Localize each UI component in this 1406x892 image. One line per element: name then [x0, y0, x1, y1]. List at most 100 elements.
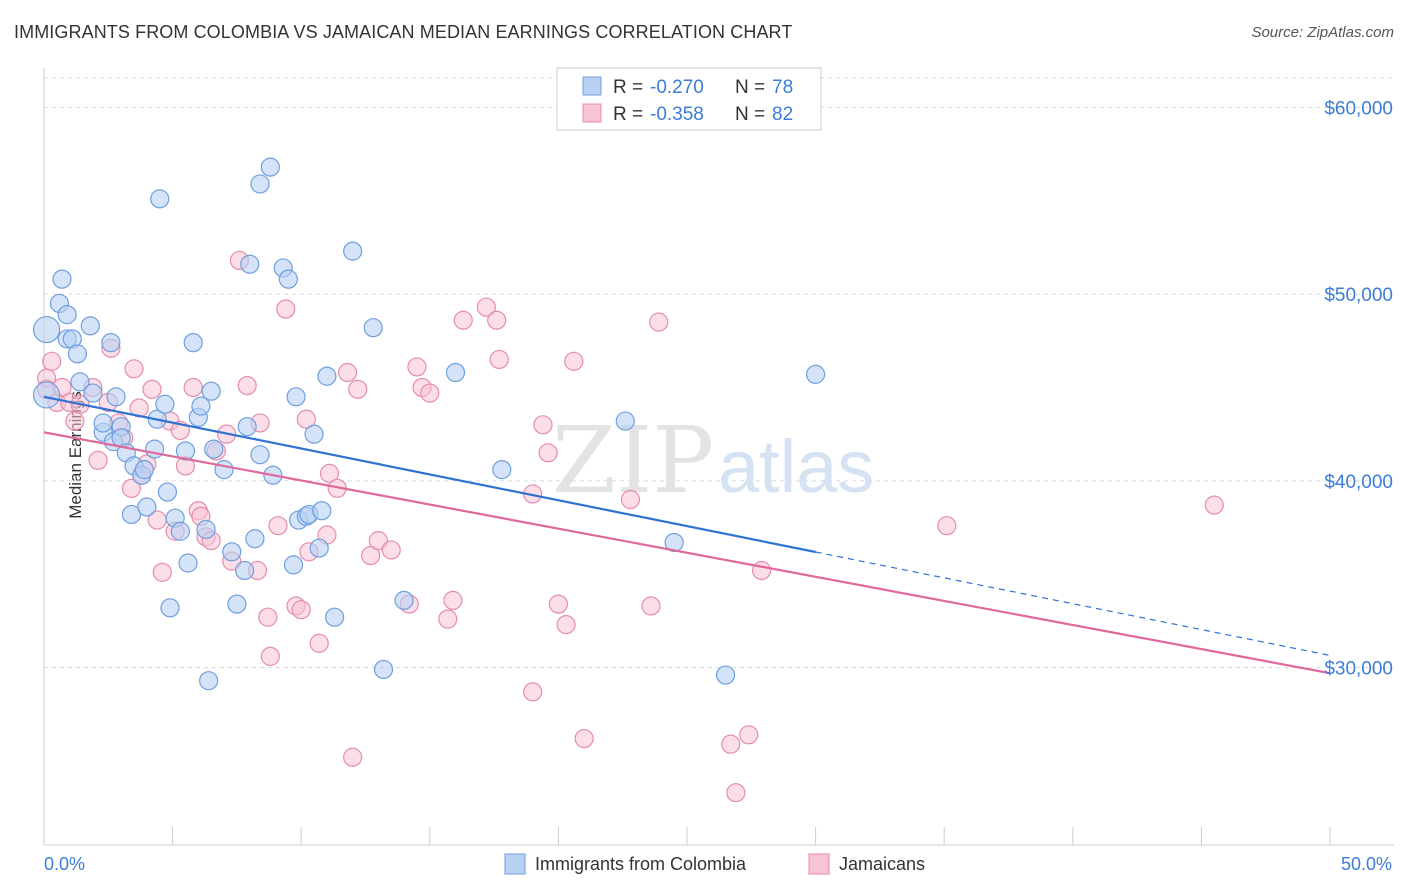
data-point-jamaicans [348, 379, 368, 399]
data-point-colombia [394, 590, 414, 610]
data-point-colombia [137, 497, 157, 517]
data-point-jamaicans [276, 299, 296, 319]
data-point-colombia [157, 482, 178, 502]
data-point-colombia [343, 241, 363, 261]
data-point-colombia [83, 383, 103, 403]
data-point-colombia [199, 671, 219, 691]
data-point-jamaicans [124, 359, 144, 379]
legend-n-label: N = [735, 104, 765, 125]
data-point-colombia [715, 665, 736, 685]
data-point-jamaicans [42, 351, 62, 371]
data-point-colombia [363, 318, 383, 338]
data-point-jamaicans [453, 310, 473, 330]
data-point-colombia [283, 555, 304, 575]
bottom-legend-label: Jamaicans [839, 854, 925, 874]
data-point-colombia [227, 594, 247, 614]
legend-r-value: -0.358 [650, 104, 704, 125]
y-tick-label: $60,000 [1324, 98, 1393, 119]
bottom-legend-label: Immigrants from Colombia [535, 854, 747, 874]
data-point-jamaicans [751, 560, 772, 581]
data-point-jamaicans [183, 377, 203, 398]
data-point-colombia [240, 254, 260, 274]
data-point-colombia [237, 417, 257, 437]
y-tick-label: $40,000 [1324, 472, 1393, 493]
bottom-legend-swatch-blue [504, 853, 526, 875]
data-point-colombia [175, 441, 196, 461]
data-point-colombia [615, 411, 635, 431]
bottom-legend-swatch-pink [808, 853, 830, 875]
data-point-jamaicans [343, 747, 363, 767]
data-point-colombia [155, 394, 175, 414]
watermark-atlas: atlas [718, 425, 874, 508]
data-point-jamaicans [641, 596, 661, 616]
legend-r-value: -0.270 [650, 77, 704, 98]
data-point-jamaicans [564, 351, 584, 371]
data-point-colombia [317, 366, 337, 386]
data-point-jamaicans [476, 297, 496, 317]
y-tick-label: $30,000 [1324, 659, 1393, 680]
jamaicans-points [36, 250, 1224, 803]
data-point-colombia [150, 189, 170, 209]
data-point-colombia [304, 424, 324, 444]
axes [43, 68, 1394, 846]
data-point-colombia [57, 305, 77, 325]
tick-labels: $30,000 $40,000 $50,000 $60,000 0.0% 50.0% [44, 98, 1393, 874]
data-point-colombia [70, 372, 90, 392]
data-point-jamaicans [443, 590, 463, 610]
trend-lines [43, 395, 1331, 675]
data-point-jamaicans [574, 728, 594, 749]
data-point-jamaicans [260, 646, 280, 666]
data-point-jamaicans [721, 734, 741, 754]
data-point-jamaicans [1204, 495, 1224, 515]
data-point-jamaicans [337, 362, 358, 383]
data-point-jamaicans [937, 516, 957, 536]
data-point-colombia [445, 362, 466, 383]
data-point-jamaicans [548, 594, 569, 614]
data-point-colombia [106, 387, 126, 407]
data-point-colombia [309, 538, 329, 558]
data-point-colombia [160, 598, 180, 618]
data-point-jamaicans [88, 450, 108, 470]
data-point-colombia [312, 501, 332, 521]
data-point-colombia [250, 445, 270, 465]
data-point-colombia [278, 269, 298, 289]
data-point-colombia [373, 659, 394, 680]
data-point-colombia [32, 381, 61, 409]
data-point-jamaicans [487, 310, 507, 330]
data-point-colombia [222, 542, 242, 562]
trend-line-jamaicans [43, 431, 1331, 675]
legend-r-label: R = [613, 104, 643, 125]
data-point-jamaicans [237, 376, 257, 396]
data-point-colombia [144, 439, 165, 459]
data-point-colombia [245, 529, 265, 549]
data-point-jamaicans [407, 357, 427, 377]
data-point-colombia [178, 553, 198, 573]
y-tick-label: $50,000 [1324, 285, 1393, 306]
series-legend: Immigrants from Colombia Jamaicans [504, 853, 925, 875]
data-point-jamaicans [319, 463, 340, 483]
data-point-colombia [32, 315, 61, 344]
data-point-jamaicans [726, 783, 746, 803]
legend-swatch-pink [582, 103, 602, 123]
data-point-colombia [134, 460, 154, 480]
data-point-jamaicans [368, 531, 388, 551]
chart-title: IMMIGRANTS FROM COLOMBIA VS JAMAICAN MED… [14, 22, 793, 42]
data-point-colombia [101, 333, 121, 353]
data-point-colombia [52, 269, 72, 289]
correlation-legend: R = -0.270 N = 78 R = -0.358 N = 82 [556, 67, 822, 131]
data-point-jamaicans [142, 379, 162, 399]
data-point-jamaicans [620, 489, 641, 510]
data-point-jamaicans [361, 545, 381, 566]
data-point-jamaicans [438, 609, 458, 629]
x-tick-label: 50.0% [1341, 854, 1392, 874]
data-point-colombia [204, 439, 224, 459]
data-point-jamaicans [381, 540, 401, 560]
data-point-jamaicans [533, 415, 553, 435]
data-point-colombia [121, 504, 142, 525]
source-label: Source: ZipAtlas.com [1251, 24, 1394, 41]
data-point-jamaicans [523, 682, 543, 702]
data-point-colombia [196, 519, 216, 539]
data-point-colombia [492, 460, 512, 480]
legend-n-value: 82 [772, 104, 793, 125]
